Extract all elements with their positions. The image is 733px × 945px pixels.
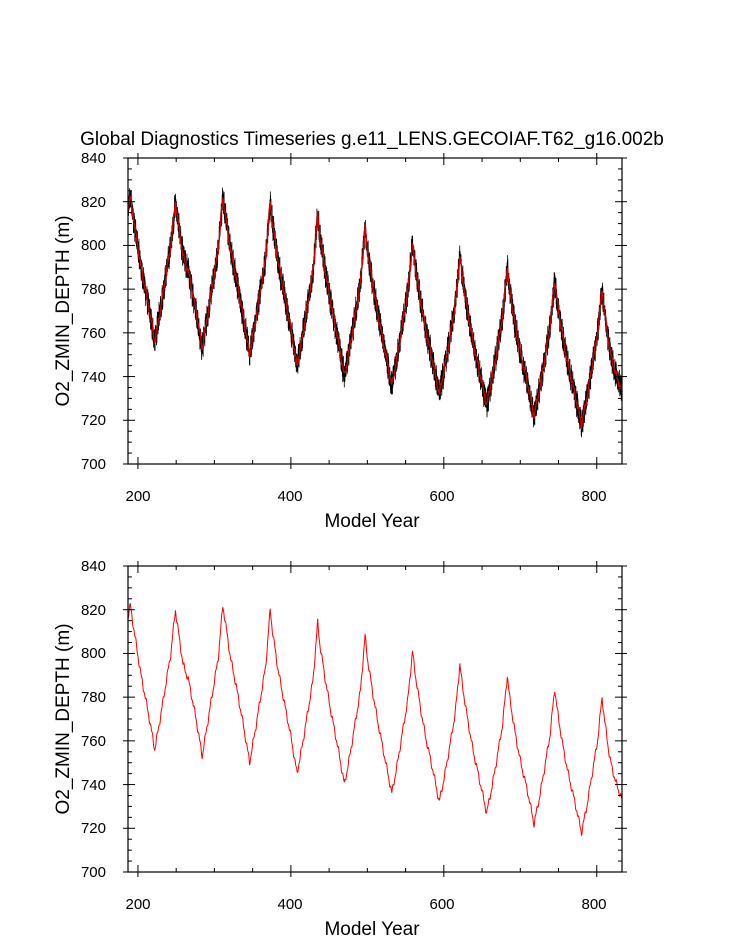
- top-ytick-label: 840: [81, 150, 106, 167]
- bottom-series-layer: [127, 602, 623, 836]
- bottom-ytick-label: 800: [81, 645, 106, 662]
- top-ticks: [123, 153, 627, 469]
- bottom-ytick-label: 760: [81, 733, 106, 750]
- bottom-ytick-label: 780: [81, 689, 106, 706]
- top-y-axis-label: O2_ZMIN_DEPTH (m): [53, 215, 74, 406]
- bottom-ytick-label: 840: [81, 558, 106, 575]
- bottom-y-axis-label: O2_ZMIN_DEPTH (m): [53, 623, 74, 814]
- top-ytick-label: 740: [81, 369, 106, 386]
- top-ytick-label: 700: [81, 456, 106, 473]
- top-x-axis-label: Model Year: [324, 511, 420, 532]
- bottom-series-line: [127, 602, 623, 836]
- bottom-xtick-label: 200: [125, 896, 150, 913]
- bottom-x-axis-label: Model Year: [324, 919, 420, 940]
- bottom-ytick-label: 700: [81, 864, 106, 881]
- top-xtick-label: 400: [277, 488, 302, 505]
- top-ytick-label: 760: [81, 325, 106, 342]
- top-series-line: [127, 187, 623, 438]
- top-xtick-label: 600: [429, 488, 454, 505]
- bottom-ytick-label: 740: [81, 777, 106, 794]
- bottom-xtick-label: 400: [277, 896, 302, 913]
- bottom-panel: 200 400 600 800 700 720 740 760 780 800 …: [53, 558, 627, 940]
- bottom-ticks: [123, 561, 627, 877]
- bottom-ytick-label: 820: [81, 602, 106, 619]
- top-panel: 200 400 600 800 700 720 740 760 780 800 …: [53, 150, 627, 532]
- top-series-line: [127, 195, 623, 430]
- bottom-xtick-label: 600: [429, 896, 454, 913]
- bottom-xtick-label: 800: [581, 896, 606, 913]
- top-ytick-label: 820: [81, 194, 106, 211]
- top-xtick-label: 800: [581, 488, 606, 505]
- top-series-layer: [127, 187, 623, 438]
- top-ytick-label: 780: [81, 281, 106, 298]
- bottom-ytick-label: 720: [81, 820, 106, 837]
- top-ytick-label: 800: [81, 237, 106, 254]
- chart-title: Global Diagnostics Timeseries g.e11_LENS…: [80, 129, 664, 150]
- top-ytick-label: 720: [81, 412, 106, 429]
- top-xtick-label: 200: [125, 488, 150, 505]
- bottom-plot-frame: [127, 565, 623, 873]
